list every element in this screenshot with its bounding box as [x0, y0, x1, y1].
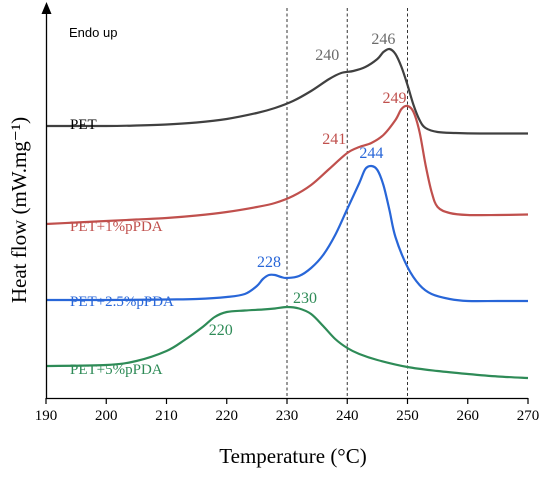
x-tick-label: 270 [517, 408, 540, 424]
peak-label: 228 [257, 254, 281, 271]
series-name-label: PET [70, 117, 97, 133]
series-name-label: PET+1%pPDA [70, 219, 163, 235]
peak-label: 220 [209, 322, 233, 339]
series-line [45, 305, 529, 380]
x-ticks: 190 200 210 220 230 240 250 260 270 [35, 398, 540, 424]
x-tick-label: 190 [35, 408, 58, 424]
peak-label: 241 [322, 131, 346, 148]
peak-label: 240 [315, 47, 339, 64]
x-tick-label: 220 [216, 408, 239, 424]
series-line [45, 47, 529, 135]
x-tick-label: 250 [396, 408, 419, 424]
y-axis-arrow-icon [41, 2, 52, 14]
peak-label: 249 [382, 90, 406, 107]
axes: 190 200 210 220 230 240 250 260 270 [35, 2, 540, 424]
peak-label: 230 [293, 290, 317, 307]
x-tick-label: 200 [95, 408, 118, 424]
x-tick-label: 240 [336, 408, 359, 424]
series-name-label: PET+5%pPDA [70, 362, 163, 378]
series-line [45, 104, 529, 226]
series-layer [45, 47, 529, 380]
peak-label: 246 [371, 31, 395, 48]
reference-lines [286, 8, 408, 398]
x-tick-label: 210 [155, 408, 178, 424]
x-tick-label: 230 [276, 408, 299, 424]
x-tick-label: 260 [457, 408, 480, 424]
labels-layer: PET 240 246 PET+1%pPDA 241 249 PET+2.5%pPDA 228… [70, 31, 406, 378]
endo-up-annotation: Endo up [69, 25, 117, 40]
x-axis-title: Temperature (°C) [219, 444, 366, 468]
series-line [45, 164, 528, 303]
y-axis-title: Heat flow (mW.mg⁻¹) [7, 117, 31, 303]
series-name-label: PET+2.5%pPDA [70, 294, 174, 310]
peak-label: 244 [359, 145, 383, 162]
